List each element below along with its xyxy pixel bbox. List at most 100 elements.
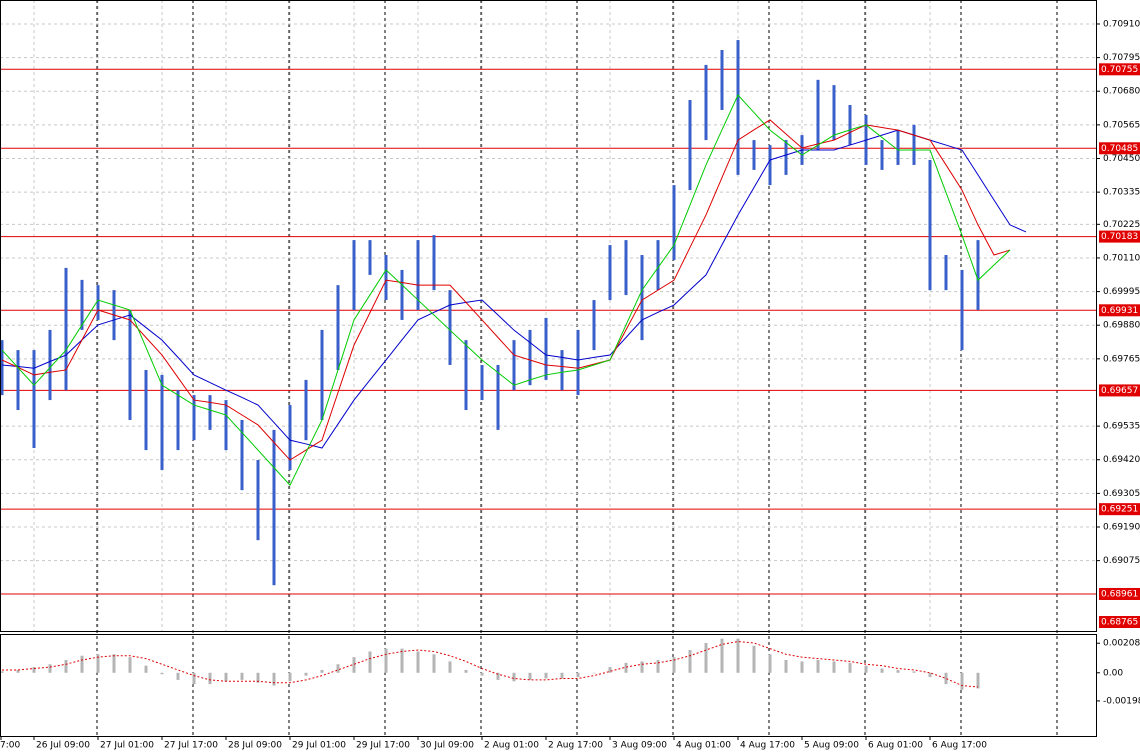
x-tick-label: 2 Aug 17:00	[548, 741, 603, 751]
osc-bar	[352, 657, 356, 673]
osc-bar	[528, 672, 532, 680]
price-bar	[480, 364, 484, 401]
osc-bar	[800, 661, 804, 673]
price-bar	[608, 245, 612, 301]
osc-y-tick-label: -0.00198	[1103, 696, 1140, 706]
price-bar	[32, 350, 36, 449]
price-bar	[496, 364, 500, 430]
main-panel	[0, 0, 1097, 632]
price-bar	[144, 369, 148, 451]
osc-bar	[960, 672, 964, 690]
osc-bar	[464, 669, 468, 673]
osc-y-tick-label: 0.00	[1103, 668, 1123, 678]
price-bar	[288, 405, 292, 470]
x-tick-label: 6 Aug 17:00	[932, 741, 987, 751]
osc-bar	[896, 669, 900, 673]
level-label: 0.70485	[1101, 144, 1138, 154]
osc-bar	[64, 659, 68, 673]
price-bar	[768, 145, 772, 186]
osc-bar	[320, 669, 324, 673]
price-bar	[80, 279, 84, 330]
moving-average	[1, 129, 1027, 449]
osc-bar	[608, 667, 612, 673]
osc-bar	[912, 671, 916, 673]
osc-bar	[640, 661, 644, 673]
price-bar	[64, 267, 68, 391]
price-bar	[16, 350, 20, 411]
osc-bar	[224, 672, 228, 682]
osc-signal	[2, 641, 979, 688]
osc-bar	[928, 672, 932, 678]
price-bar	[208, 395, 212, 430]
price-bar	[944, 255, 948, 291]
price-bar	[48, 329, 52, 401]
price-bar	[272, 429, 276, 586]
y-tick-label: 0.70225	[1103, 220, 1140, 230]
osc-bar	[656, 659, 660, 673]
x-tick-label: 27 Jul 01:00	[100, 741, 154, 751]
osc-bar	[720, 638, 724, 673]
price-bar	[880, 140, 884, 170]
level-label-box	[1099, 63, 1140, 76]
price-bar	[224, 400, 228, 451]
price-bar	[928, 159, 932, 291]
osc-bar	[304, 672, 308, 676]
price-bar	[896, 129, 900, 165]
osc-bar	[944, 672, 948, 685]
price-bar	[336, 285, 340, 370]
y-tick-label: 0.70795	[1103, 53, 1140, 63]
osc-bar	[32, 667, 36, 673]
level-label: 0.68765	[1101, 618, 1138, 628]
x-tick-label: 6 Aug 01:00	[868, 741, 923, 751]
price-bar	[0, 340, 4, 396]
main-frame	[0, 0, 1097, 632]
osc-bar	[128, 657, 132, 673]
price-bar	[784, 140, 788, 175]
x-tick-label: 4 Aug 17:00	[740, 741, 795, 751]
level-label-box	[1099, 304, 1140, 317]
y-tick-label: 0.70680	[1103, 87, 1140, 97]
osc-bar	[368, 651, 372, 673]
y-tick-label: 0.69535	[1103, 422, 1140, 432]
osc-bar	[624, 662, 628, 673]
price-bar	[128, 310, 132, 420]
level-label: 0.70755	[1101, 65, 1138, 75]
osc-bar	[272, 672, 276, 686]
y-tick-label: 0.69765	[1103, 354, 1140, 364]
level-label-box	[1099, 230, 1140, 243]
osc-bar	[96, 654, 100, 673]
level-label: 0.70183	[1101, 232, 1138, 242]
osc-bar	[752, 645, 756, 673]
osc-bar	[768, 654, 772, 673]
osc-bar	[208, 672, 212, 685]
y-tick-label: 0.70565	[1103, 120, 1140, 130]
price-bar	[544, 317, 548, 380]
level-label-box	[1099, 503, 1140, 516]
price-bar	[576, 329, 580, 396]
price-bar	[96, 285, 100, 320]
osc-bar	[448, 661, 452, 673]
level-label-box	[1099, 616, 1140, 628]
osc-bar	[16, 669, 20, 673]
x-tick-label: 28 Jul 09:00	[228, 741, 282, 751]
price-bar	[704, 64, 708, 141]
osc-bar	[704, 642, 708, 673]
x-tick-label: 3 Aug 09:00	[612, 741, 667, 751]
price-bar	[752, 140, 756, 170]
osc-bar	[176, 672, 180, 680]
y-tick-label: 0.69305	[1103, 489, 1140, 499]
price-bar	[736, 40, 740, 175]
osc-bar	[416, 651, 420, 673]
price-bar	[960, 269, 964, 351]
osc-bar	[832, 661, 836, 673]
level-label-box	[1099, 142, 1140, 155]
price-bar	[976, 240, 980, 311]
price-bar	[400, 269, 404, 320]
x-tick-label: 2 Aug 01:00	[484, 741, 539, 751]
x-tick-label: 4 Aug 01:00	[676, 741, 731, 751]
y-tick-label: 0.70450	[1103, 154, 1140, 164]
x-tick-label: 30 Jul 09:00	[420, 741, 474, 751]
price-bar	[656, 240, 660, 291]
